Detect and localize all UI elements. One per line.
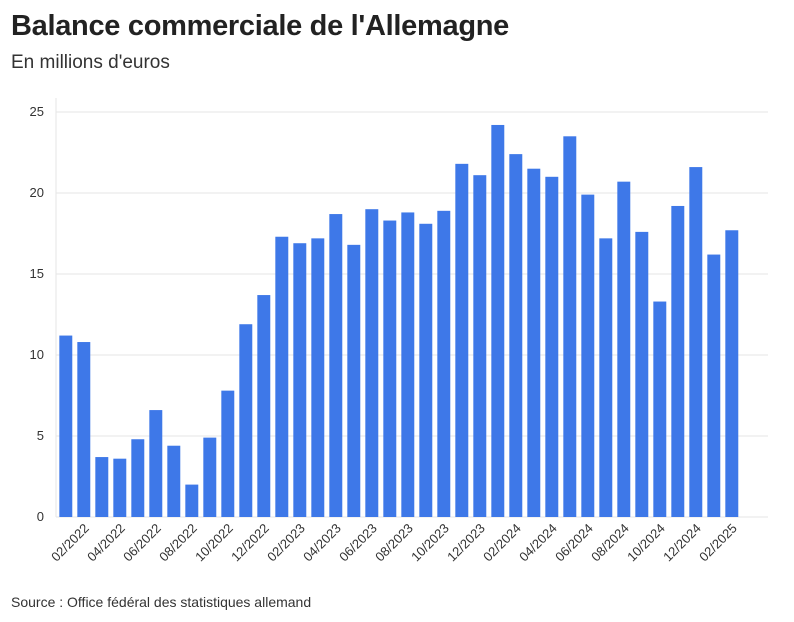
x-tick-label: 06/2023: [336, 521, 380, 565]
bar-10-2022: [221, 390, 235, 517]
x-tick-label: 02/2023: [264, 521, 308, 565]
bar-06-2022: [149, 410, 163, 517]
bar-08-2022: [185, 484, 199, 517]
x-axis-ticks: 02/202204/202206/202208/202210/202212/20…: [48, 521, 740, 565]
x-tick-label: 12/2022: [228, 521, 272, 565]
y-tick-label: 5: [37, 428, 44, 443]
bar-01-2025: [707, 254, 721, 517]
bar-12-2024: [689, 167, 703, 517]
bar-01-2023: [275, 236, 289, 518]
bar-11-2022: [239, 324, 253, 517]
x-tick-label: 12/2023: [444, 521, 488, 565]
bar-02-2023: [293, 243, 307, 517]
x-tick-label: 08/2023: [372, 521, 416, 565]
bar-07-2023: [383, 220, 397, 518]
bar-06-2023: [365, 209, 379, 517]
bar-05-2023: [347, 244, 361, 517]
bar-09-2024: [635, 231, 649, 517]
x-tick-label: 02/2022: [48, 521, 92, 565]
bar-09-2022: [203, 437, 217, 517]
bar-06-2024: [581, 194, 595, 517]
bar-03-2024: [527, 168, 541, 517]
bars: [59, 124, 739, 518]
bar-12-2022: [257, 295, 271, 517]
bar-03-2023: [311, 238, 325, 518]
y-tick-label: 0: [37, 509, 44, 524]
bar-08-2023: [401, 212, 415, 517]
bar-02-2022: [77, 342, 91, 517]
chart-subtitle: En millions d'euros: [11, 52, 170, 73]
bar-02-2025: [725, 230, 739, 517]
y-tick-label: 15: [30, 266, 44, 281]
bar-02-2024: [509, 154, 523, 517]
bar-04-2023: [329, 214, 343, 517]
bar-01-2022: [59, 335, 73, 517]
bar-10-2024: [653, 301, 667, 517]
x-tick-label: 02/2025: [696, 521, 740, 565]
bar-05-2024: [563, 136, 577, 518]
bar-04-2022: [113, 458, 127, 517]
x-tick-label: 12/2024: [660, 521, 704, 565]
bar-09-2023: [419, 223, 433, 517]
x-tick-label: 02/2024: [480, 521, 524, 565]
x-tick-label: 08/2024: [588, 521, 632, 565]
x-tick-label: 10/2023: [408, 521, 452, 565]
bar-05-2022: [131, 439, 145, 517]
y-tick-label: 10: [30, 347, 44, 362]
bar-10-2023: [437, 210, 451, 517]
x-tick-label: 04/2024: [516, 521, 560, 565]
y-axis-ticks: 0 5 10 15 20 25: [30, 104, 44, 524]
x-tick-label: 08/2022: [156, 521, 200, 565]
x-tick-label: 10/2022: [192, 521, 236, 565]
y-tick-label: 25: [30, 104, 44, 119]
bar-11-2024: [671, 205, 685, 517]
bar-07-2024: [599, 238, 613, 518]
bar-01-2024: [491, 124, 505, 518]
x-tick-label: 04/2023: [300, 521, 344, 565]
bar-08-2024: [617, 181, 631, 517]
y-tick-label: 20: [30, 185, 44, 200]
bar-07-2022: [167, 445, 181, 517]
x-tick-label: 10/2024: [624, 521, 668, 565]
x-tick-label: 04/2022: [84, 521, 128, 565]
bar-03-2022: [95, 457, 109, 517]
bar-11-2023: [455, 163, 469, 517]
x-tick-label: 06/2022: [120, 521, 164, 565]
x-tick-label: 06/2024: [552, 521, 596, 565]
bar-04-2024: [545, 176, 559, 518]
chart-title: Balance commerciale de l'Allemagne: [11, 10, 509, 42]
bar-12-2023: [473, 175, 487, 517]
source-note: Source : Office fédéral des statistiques…: [11, 594, 312, 610]
